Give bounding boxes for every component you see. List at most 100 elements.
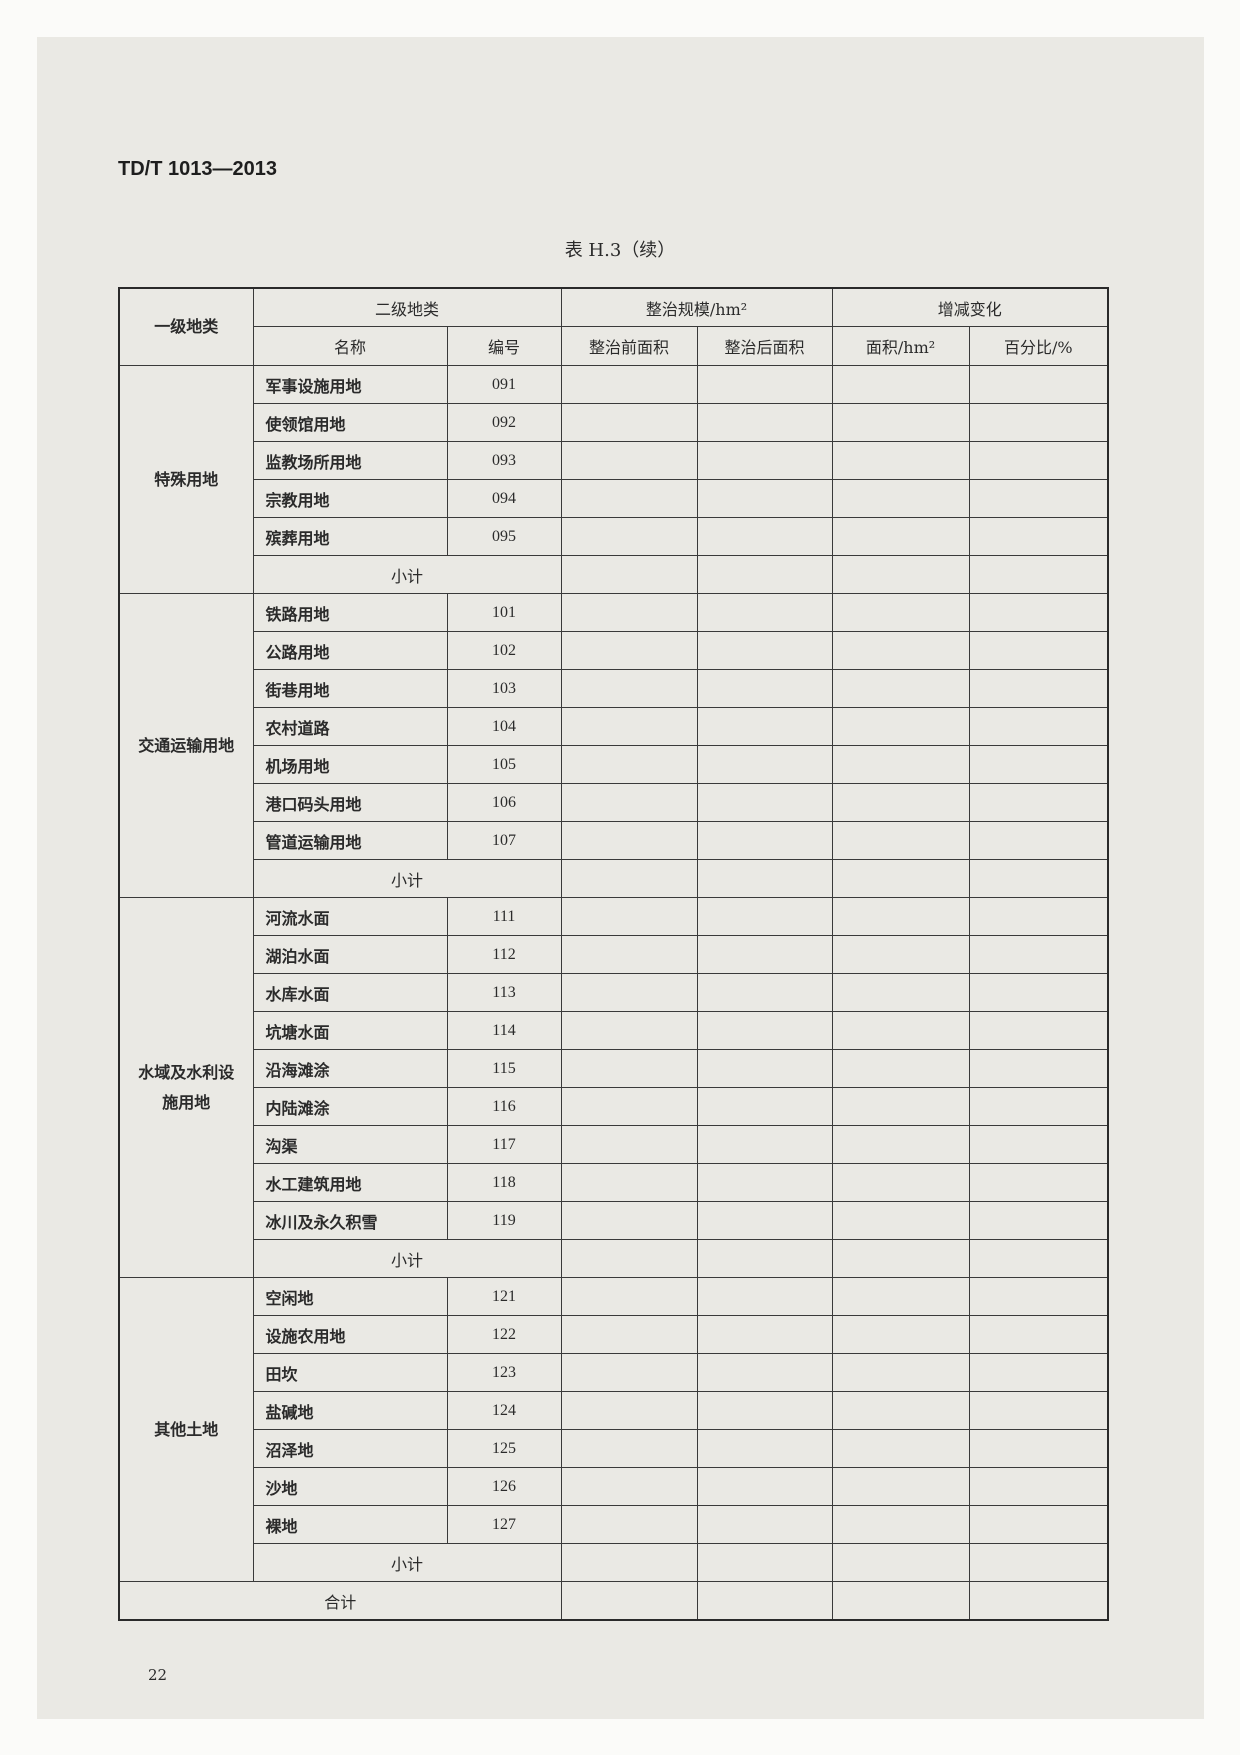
empty-cell [696, 555, 833, 594]
subcategory-code: 093 [446, 441, 562, 480]
empty-cell [968, 365, 1109, 404]
empty-cell [831, 1315, 970, 1354]
subcategory-code: 094 [446, 479, 562, 518]
table-row: 交通运输用地 铁路用地 101 [118, 593, 1109, 898]
category-label: 其他土地 [118, 1277, 254, 1582]
empty-cell [696, 593, 833, 632]
table-title: 表 H.3（续） [564, 240, 676, 261]
empty-cell [831, 1087, 970, 1126]
empty-cell [968, 1087, 1109, 1126]
subcategory-code: 113 [446, 973, 562, 1012]
table-row: 冰川及永久积雪 119 [119, 1201, 1109, 1240]
table-row: 内陆滩涂 116 [119, 1087, 1109, 1126]
empty-cell [560, 1011, 698, 1050]
empty-cell [968, 1353, 1109, 1392]
empty-cell [560, 1277, 698, 1316]
empty-cell [968, 783, 1109, 822]
empty-cell [560, 593, 698, 632]
empty-cell [831, 593, 970, 632]
empty-cell [560, 1087, 698, 1126]
page-number: 22 [148, 1666, 168, 1684]
empty-cell [560, 403, 698, 442]
empty-cell [696, 707, 833, 746]
subtotal-label: 小计 [252, 555, 562, 594]
table-row: 殡葬用地 095 [119, 517, 1109, 556]
table-row: 农村道路 104 [119, 707, 1109, 746]
subcategory-code: 111 [446, 897, 562, 936]
empty-cell [560, 1163, 698, 1202]
subtotal-label: 小计 [252, 1239, 562, 1278]
empty-cell [560, 1353, 698, 1392]
empty-cell [560, 1467, 698, 1506]
empty-cell [560, 1505, 698, 1544]
subtotal-row: 小计 [119, 1239, 1109, 1278]
subcategory-name: 铁路用地 [252, 593, 448, 632]
empty-cell [696, 479, 833, 518]
subcategory-code: 118 [446, 1163, 562, 1202]
subcategory-code: 102 [446, 631, 562, 670]
subcategory-name: 内陆滩涂 [252, 1087, 448, 1126]
empty-cell [560, 1201, 698, 1240]
empty-cell [696, 1429, 833, 1468]
empty-cell [968, 1505, 1109, 1544]
subtotal-row: 小计 [119, 555, 1109, 594]
subtotal-label: 小计 [252, 859, 562, 898]
empty-cell [560, 631, 698, 670]
subcategory-code: 103 [446, 669, 562, 708]
empty-cell [831, 1429, 970, 1468]
empty-cell [831, 1543, 970, 1582]
table-row: 沿海滩涂 115 [119, 1049, 1109, 1088]
empty-cell [560, 935, 698, 974]
subcategory-code: 107 [446, 821, 562, 860]
empty-cell [968, 1543, 1109, 1582]
header-before: 整治前面积 [560, 326, 698, 366]
empty-cell [560, 973, 698, 1012]
empty-cell [696, 1087, 833, 1126]
subcategory-name: 水工建筑用地 [252, 1163, 448, 1202]
empty-cell [696, 1163, 833, 1202]
empty-cell [831, 1125, 970, 1164]
table-row: 使领馆用地 092 [119, 403, 1109, 442]
table-body: 特殊用地 军事设施用地 091 使领馆用地 092 监教场所用地 093 宗教用地 094 殡葬用… [118, 365, 1109, 1621]
table-row: 沙地 126 [119, 1467, 1109, 1506]
empty-cell [831, 555, 970, 594]
subcategory-code: 101 [446, 593, 562, 632]
subcategory-name: 使领馆用地 [252, 403, 448, 442]
empty-cell [696, 1049, 833, 1088]
subcategory-code: 122 [446, 1315, 562, 1354]
table-row: 公路用地 102 [119, 631, 1109, 670]
header-level2: 二级地类 [252, 287, 562, 327]
subcategory-name: 军事设施用地 [252, 365, 448, 404]
empty-cell [968, 403, 1109, 442]
table-row: 港口码头用地 106 [119, 783, 1109, 822]
empty-cell [831, 1467, 970, 1506]
header-percent: 百分比/% [968, 326, 1109, 366]
table-row: 街巷用地 103 [119, 669, 1109, 708]
empty-cell [696, 441, 833, 480]
empty-cell [831, 1239, 970, 1278]
empty-cell [968, 1125, 1109, 1164]
table-row: 田坎 123 [119, 1353, 1109, 1392]
empty-cell [560, 1581, 698, 1621]
empty-cell [831, 631, 970, 670]
total-row: 合计 [118, 1581, 1109, 1621]
empty-cell [696, 821, 833, 860]
empty-cell [831, 1581, 970, 1621]
subcategory-name: 沙地 [252, 1467, 448, 1506]
subcategory-name: 空闲地 [252, 1277, 448, 1316]
table-row: 水域及水利设施用地 河流水面 111 [118, 897, 1109, 1278]
empty-cell [560, 517, 698, 556]
empty-cell [968, 821, 1109, 860]
table-row: 特殊用地 军事设施用地 091 [118, 365, 1109, 594]
subcategory-code: 105 [446, 745, 562, 784]
empty-cell [560, 1315, 698, 1354]
empty-cell [696, 1353, 833, 1392]
table-row: 坑塘水面 114 [119, 1011, 1109, 1050]
empty-cell [696, 973, 833, 1012]
empty-cell [968, 593, 1109, 632]
subcategory-code: 125 [446, 1429, 562, 1468]
empty-cell [831, 1505, 970, 1544]
empty-cell [560, 859, 698, 898]
empty-cell [696, 1011, 833, 1050]
empty-cell [560, 1543, 698, 1582]
